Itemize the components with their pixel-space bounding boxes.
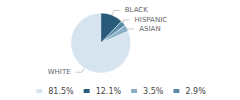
svg-text:12.1%: 12.1% xyxy=(96,87,122,96)
svg-text:2.9%: 2.9% xyxy=(185,87,206,96)
svg-text:HISPANIC: HISPANIC xyxy=(135,16,168,24)
svg-text:BLACK: BLACK xyxy=(125,6,148,14)
svg-text:WHITE: WHITE xyxy=(48,68,71,76)
svg-text:ASIAN: ASIAN xyxy=(139,25,160,33)
svg-text:3.5%: 3.5% xyxy=(143,87,164,96)
svg-text:81.5%: 81.5% xyxy=(48,87,74,96)
